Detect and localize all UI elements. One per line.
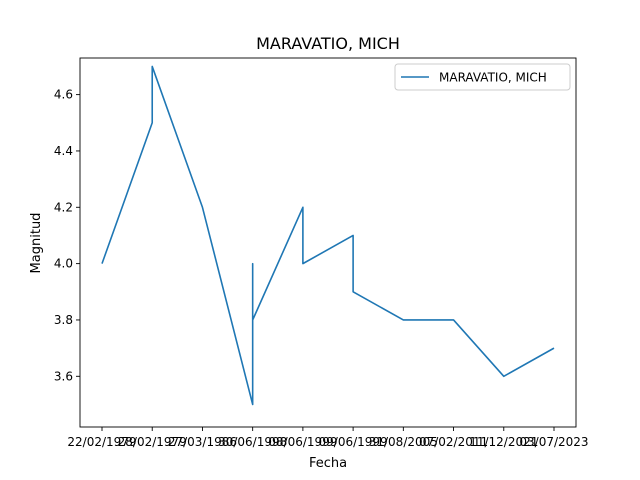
x-tick-label: 22/02/1979: [67, 435, 136, 449]
x-tick-label: 03/07/2023: [519, 435, 588, 449]
y-tick-label: 4.6: [54, 88, 73, 102]
legend-box: [394, 63, 571, 91]
x-tick-label: 30/06/1998: [218, 435, 287, 449]
x-axis-label: Fecha: [309, 456, 347, 471]
x-tick-label: 28/02/1979: [118, 435, 187, 449]
y-tick-label: 4.2: [54, 200, 73, 214]
x-tick-label: 09/06/1999: [319, 435, 388, 449]
plot-marks: 22/02/197928/02/197927/03/198630/06/1998…: [54, 57, 589, 449]
series-line-0: [101, 65, 555, 406]
x-tick-label: 08/06/1999: [268, 435, 337, 449]
chart-title: MARAVATIO, MICH: [256, 34, 400, 53]
y-axis-label: Magnitud: [29, 213, 44, 274]
y-tick-label: 4.0: [54, 257, 73, 271]
x-tick-label: 31/08/2005: [369, 435, 438, 449]
axes-frame: [79, 57, 577, 428]
y-tick-label: 3.6: [54, 369, 73, 383]
x-tick-label: 27/03/1986: [168, 435, 237, 449]
legend-label: MARAVATIO, MICH: [439, 71, 547, 85]
x-tick-label: 07/02/2011: [419, 435, 488, 449]
x-tick-label: 11/12/2021: [469, 435, 538, 449]
y-tick-label: 3.8: [54, 313, 73, 327]
y-tick-label: 4.4: [54, 144, 73, 158]
